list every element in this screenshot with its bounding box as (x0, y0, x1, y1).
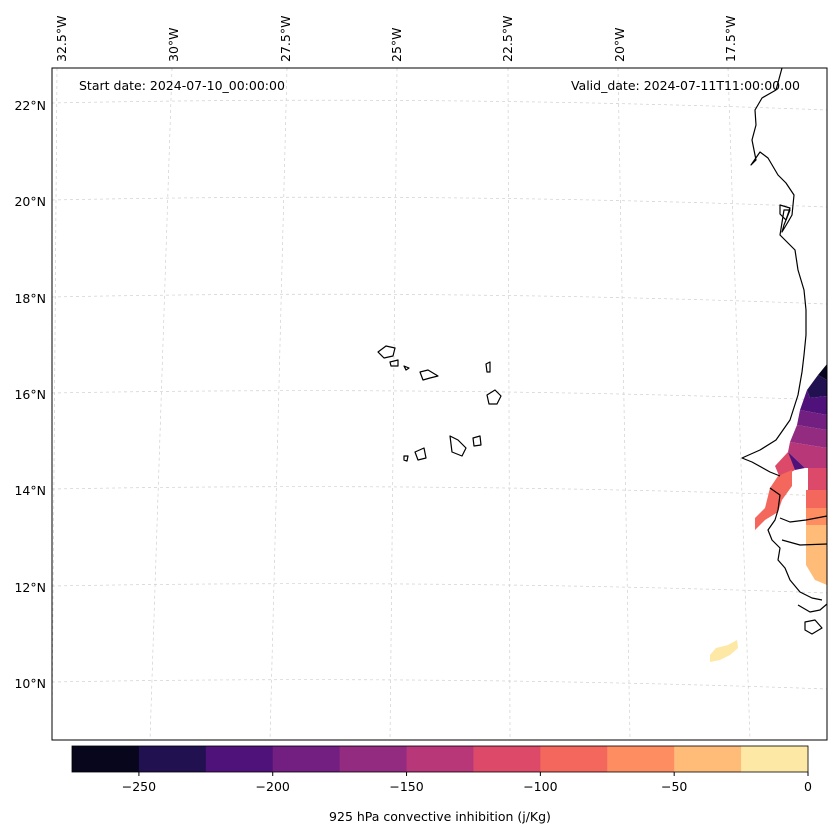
colorbar-tick-label: −200 (256, 779, 290, 794)
lat-label: 18°N (14, 291, 46, 306)
cape-verde-islands (377, 345, 502, 462)
contour-level (806, 525, 827, 585)
contour-level (790, 425, 827, 448)
map-panel (51, 67, 828, 741)
colorbar-swatch (741, 746, 809, 772)
lon-label: 20°W (612, 27, 627, 62)
contour-level (806, 490, 827, 508)
contour-level (806, 508, 827, 525)
colorbar-tick-label: −100 (523, 779, 557, 794)
contour-level (800, 390, 827, 415)
latitude-labels: 22°N 20°N 18°N 16°N 14°N 12°N 10°N (14, 98, 46, 691)
coastlines (741, 67, 828, 635)
lat-label: 14°N (14, 483, 46, 498)
lon-label: 32.5°W (54, 16, 69, 62)
colorbar-title: 925 hPa convective inhibition (j/Kg) (329, 809, 551, 824)
colorbar-swatch (138, 746, 207, 772)
colorbar-swatch (272, 746, 341, 772)
contour-level (755, 470, 792, 530)
colorbar-swatch (205, 746, 274, 772)
lon-label: 25°W (389, 27, 404, 62)
colorbar-swatch (607, 746, 675, 772)
lat-label: 22°N (14, 98, 46, 113)
lat-label: 16°N (14, 387, 46, 402)
lon-label: 22.5°W (500, 16, 515, 62)
colorbar-ticks: −250 −200 −150 −100 −50 0 (122, 772, 812, 794)
colorbar-tick-label: −250 (122, 779, 156, 794)
valid-date-label: Valid_date: 2024-07-11T11:00:00.00 (571, 78, 800, 93)
colorbar-swatch (540, 746, 608, 772)
contour-level (797, 410, 827, 430)
colorbar-tick-label: 0 (804, 779, 812, 794)
colorbar-swatch (406, 746, 474, 772)
contour-level (710, 640, 738, 662)
colorbar-swatches (72, 746, 809, 772)
contour-level (788, 442, 827, 468)
start-date-label: Start date: 2024-07-10_00:00:00 (79, 78, 285, 93)
colorbar-tick-label: −50 (661, 779, 687, 794)
colorbar-swatch (339, 746, 408, 772)
longitude-labels: 32.5°W 30°W 27.5°W 25°W 22.5°W 20°W 17.5… (54, 16, 738, 62)
map-border (51, 67, 828, 741)
contour-level (808, 468, 827, 490)
lat-label: 20°N (14, 194, 46, 209)
colorbar-swatch (473, 746, 541, 772)
lon-label: 17.5°W (723, 16, 738, 62)
contour-level (818, 364, 827, 380)
lon-label: 27.5°W (278, 16, 293, 62)
colorbar-swatch (674, 746, 742, 772)
gridlines (51, 67, 828, 741)
colorbar: −250 −200 −150 −100 −50 0 925 hPa convective … (71, 745, 812, 824)
colorbar-border (71, 745, 809, 773)
lat-label: 10°N (14, 676, 46, 691)
lon-label: 30°W (166, 27, 181, 62)
colorbar-swatch (72, 746, 140, 772)
contour-level (807, 375, 827, 398)
cin-contours (710, 364, 827, 662)
colorbar-tick-label: −150 (389, 779, 423, 794)
lat-label: 12°N (14, 580, 46, 595)
